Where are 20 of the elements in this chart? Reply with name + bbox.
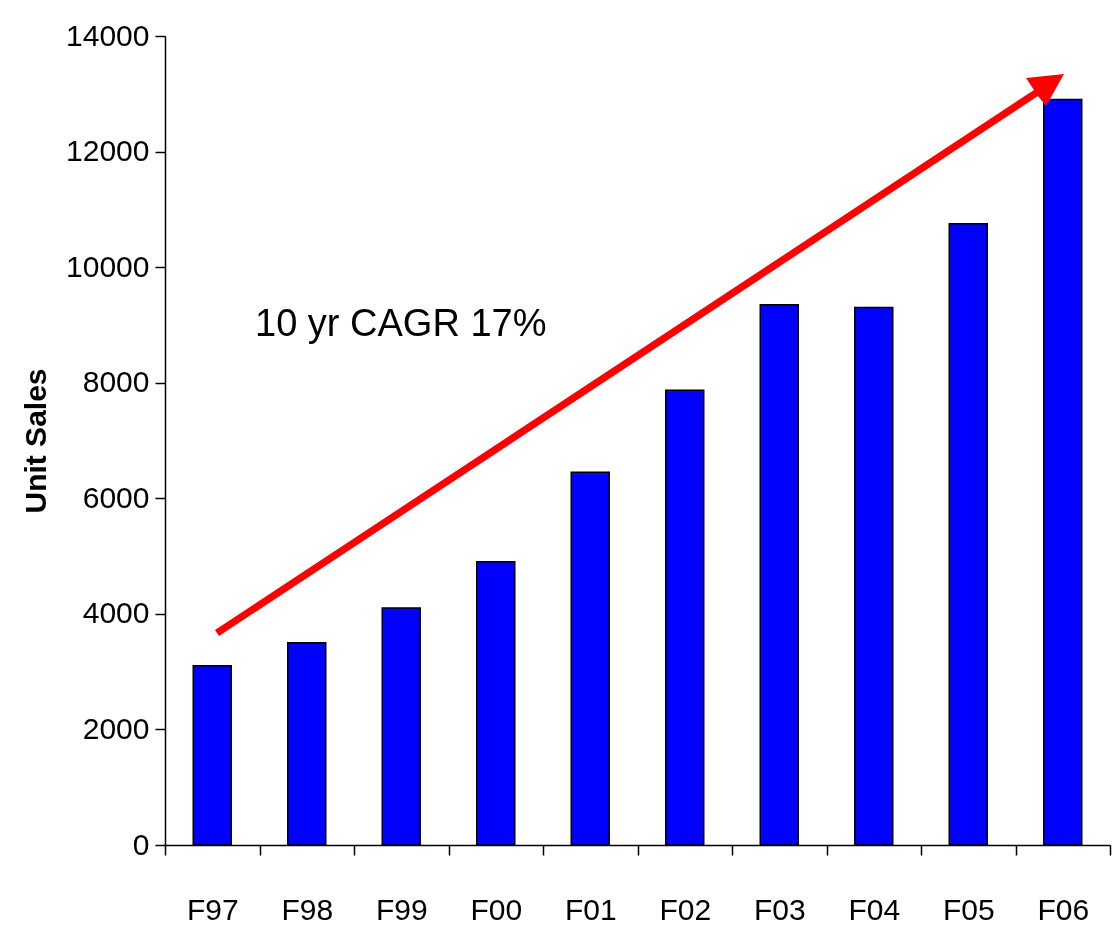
x-tick-label: F05 [942,892,995,926]
x-tick-label: F06 [1037,892,1090,926]
y-tick-label: 14000 [66,18,150,52]
y-axis-title: Unit Sales [19,368,53,514]
annotation: 10 yr CAGR 17% [255,302,547,344]
x-tick-label: F03 [753,892,806,926]
y-tick-label: 2000 [82,711,150,745]
x-tick-label: F98 [281,892,334,926]
y-tick-label: 10000 [66,249,150,283]
y-tick-label: 8000 [82,365,150,399]
y-tick-label: 0 [132,827,150,861]
x-tick-label: F02 [659,892,712,926]
x-tick-label: F04 [848,892,901,926]
y-tick-label: 4000 [82,596,150,630]
x-tick-label: F97 [186,892,239,926]
y-tick-label: 6000 [82,480,150,514]
x-tick-label: F01 [564,892,617,926]
x-tick-label: F99 [375,892,428,926]
x-tick-label: F00 [470,892,523,926]
y-tick-label: 12000 [66,134,150,168]
